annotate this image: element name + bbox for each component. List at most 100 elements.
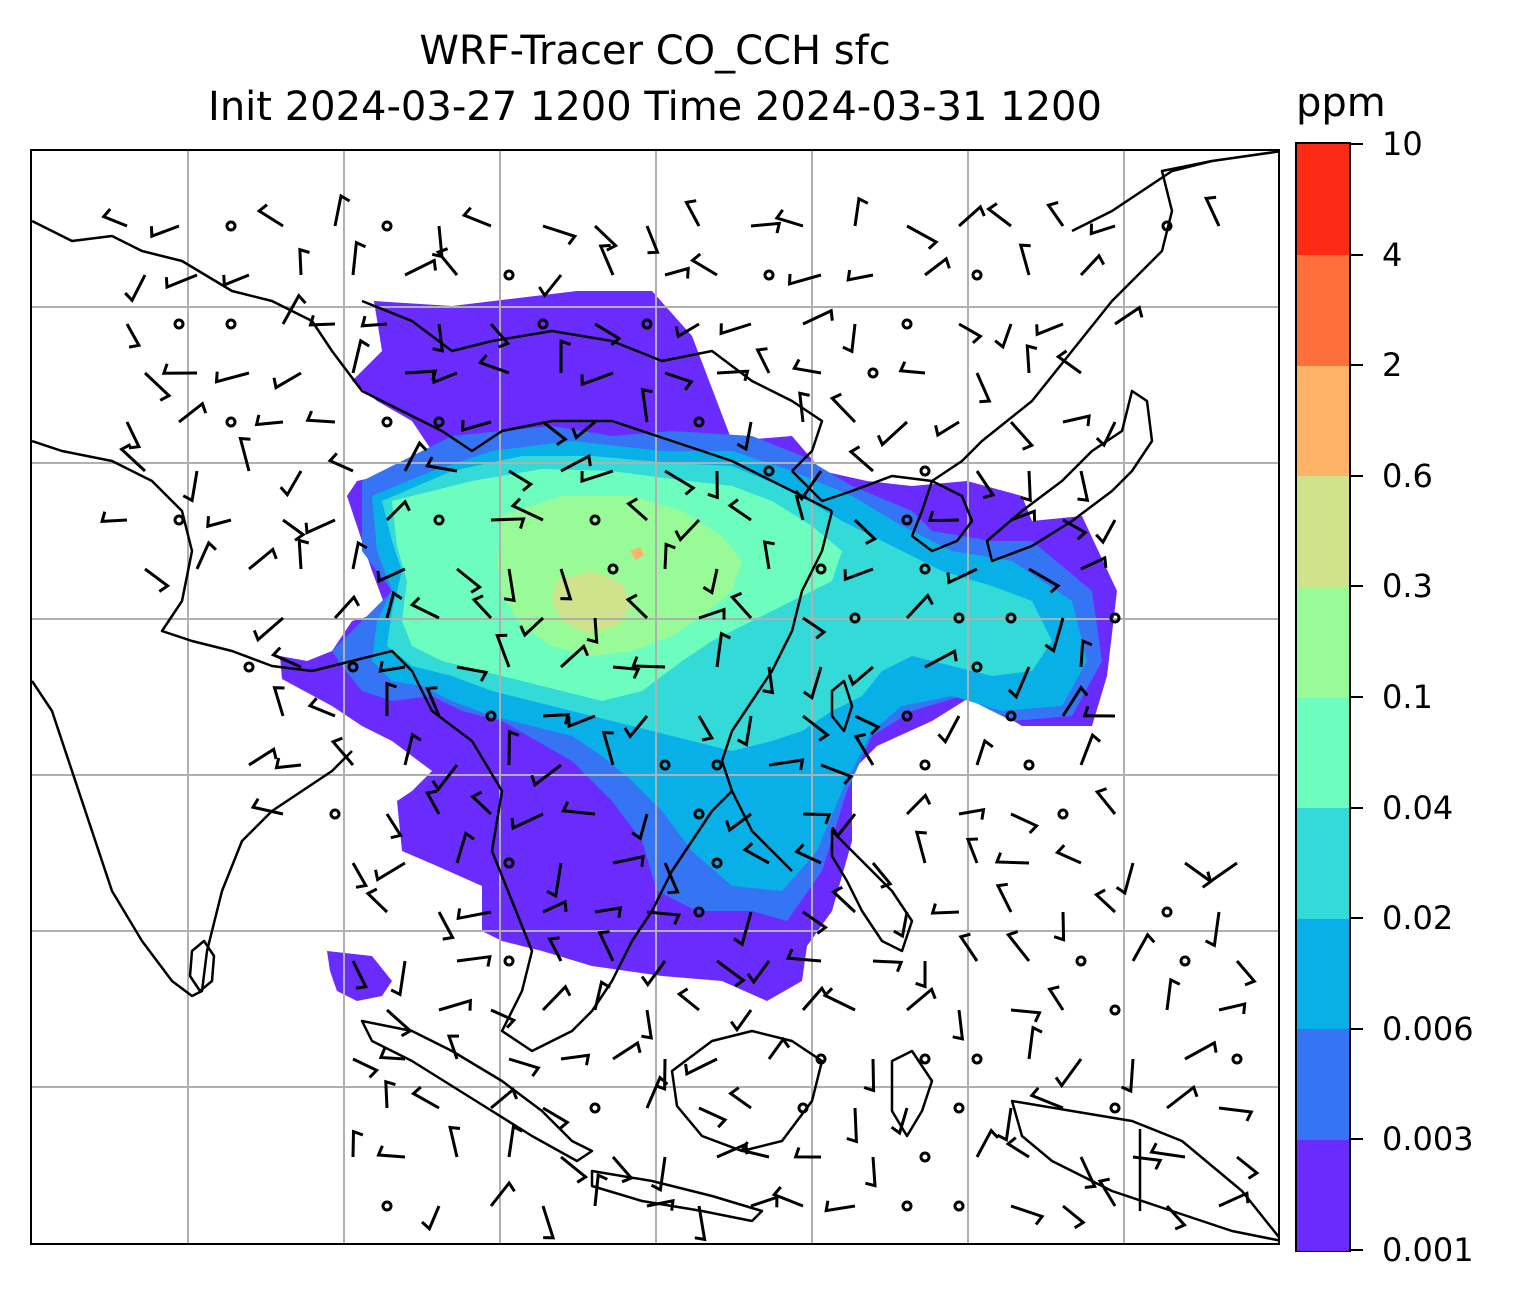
wind-barb [297, 538, 310, 570]
wind-barb [924, 648, 958, 669]
wind-barb [424, 789, 441, 815]
wind-barb [182, 470, 199, 503]
wind-barb-calm [919, 465, 931, 477]
wind-barb [594, 322, 622, 347]
wind-barb [824, 1200, 856, 1213]
wind-barb [697, 715, 715, 742]
wind-barb [1203, 195, 1221, 227]
wind-barb [865, 1156, 877, 1188]
wind-barb-calm [1075, 955, 1087, 967]
wind-barb [762, 666, 775, 695]
wind-barb-calm [971, 661, 983, 673]
wind-barb [1035, 322, 1064, 337]
wind-barb [872, 959, 904, 973]
wind-barb [729, 1009, 753, 1033]
wind-barb [510, 497, 544, 522]
colorbar-tick-4 [1351, 806, 1363, 809]
wind-barb [958, 932, 979, 962]
colorbar-segment-1 [1297, 1028, 1349, 1140]
wind-barb [100, 511, 128, 524]
wind-barb [593, 224, 619, 252]
wind-barb [645, 225, 660, 255]
coastline-srilanka [188, 939, 216, 993]
wind-barb [385, 499, 411, 522]
wind-barb [750, 221, 782, 234]
colorbar-tick-label-4: 0.04 [1382, 788, 1454, 827]
wind-barb [560, 453, 592, 473]
wind-barb-calm [815, 1053, 827, 1065]
wind-barb [905, 792, 932, 816]
wind-barb [1165, 1204, 1187, 1231]
wind-barb [254, 414, 284, 427]
wind-barb [1184, 1040, 1218, 1061]
wind-barb [975, 1128, 1000, 1158]
wind-barb [580, 469, 614, 484]
coastline-kamchatka [1071, 159, 1213, 233]
wind-barb [538, 274, 563, 298]
colorbar-tick-label-10: 10 [1382, 125, 1423, 163]
wind-barb [746, 960, 771, 985]
wind-barb [930, 903, 960, 915]
wind-barb [446, 1034, 459, 1060]
wind-barb [384, 1079, 396, 1109]
wind-barb [927, 510, 960, 523]
wind-barb [1055, 349, 1082, 375]
border-mongolia [361, 299, 824, 472]
wind-barb [431, 764, 459, 792]
wind-barb [871, 862, 893, 889]
wind-barb [716, 959, 746, 988]
map-canvas [32, 151, 1278, 1243]
wind-barb [272, 371, 302, 390]
wind-barb [541, 1205, 556, 1240]
wind-barb [1062, 414, 1091, 427]
wind-barb-calm [503, 955, 515, 967]
wind-barb [1046, 200, 1065, 227]
wind-barb-calm [589, 1102, 601, 1114]
wind-barb [489, 1180, 516, 1207]
wind-barb [333, 594, 361, 620]
wind-barb [305, 410, 336, 424]
wind-barb-calm [243, 661, 255, 673]
wind-barb [612, 665, 641, 680]
wind-barb [597, 930, 615, 962]
wind-barb [664, 371, 694, 391]
wind-barb [542, 712, 571, 725]
wind-barb-calm [1005, 710, 1017, 722]
wind-barb [1053, 911, 1066, 942]
wind-barb-calm [1109, 612, 1121, 624]
wind-barb-calm [589, 514, 601, 526]
wind-barb [1132, 1155, 1163, 1171]
colorbar-tick-8 [1351, 364, 1363, 367]
wind-barb [802, 308, 834, 326]
wind-barb [490, 1008, 517, 1029]
wind-barb [238, 436, 251, 472]
wind-barb [952, 1009, 965, 1041]
wind-barb [164, 273, 198, 290]
wind-barb [1218, 1191, 1250, 1208]
wind-barb [507, 1124, 523, 1158]
wind-barb [435, 247, 459, 276]
wind-barb [390, 960, 407, 997]
wind-barb [946, 567, 978, 585]
wind-barb [996, 1107, 1013, 1142]
wind-barb [351, 862, 369, 889]
wind-barb-calm [537, 318, 549, 330]
wind-barb [774, 209, 804, 228]
wind-barb [846, 269, 874, 282]
wind-barb [767, 1036, 791, 1060]
wind-barb [1007, 666, 1031, 700]
wind-barb [698, 607, 726, 620]
wind-barb [308, 314, 336, 327]
wind-barb-calm [1023, 759, 1035, 771]
wind-barb-calm [693, 906, 705, 918]
wind-barb [1027, 1025, 1043, 1060]
wind-barb [890, 1107, 909, 1136]
wind-barb [802, 616, 827, 640]
wind-barb [829, 392, 857, 424]
wind-barb [530, 763, 562, 788]
wind-barb [1093, 888, 1117, 914]
map-panel[interactable] [30, 149, 1280, 1245]
wind-barb-calm [173, 318, 185, 330]
wind-barb [601, 730, 615, 766]
colorbar-segment-6 [1297, 475, 1349, 587]
